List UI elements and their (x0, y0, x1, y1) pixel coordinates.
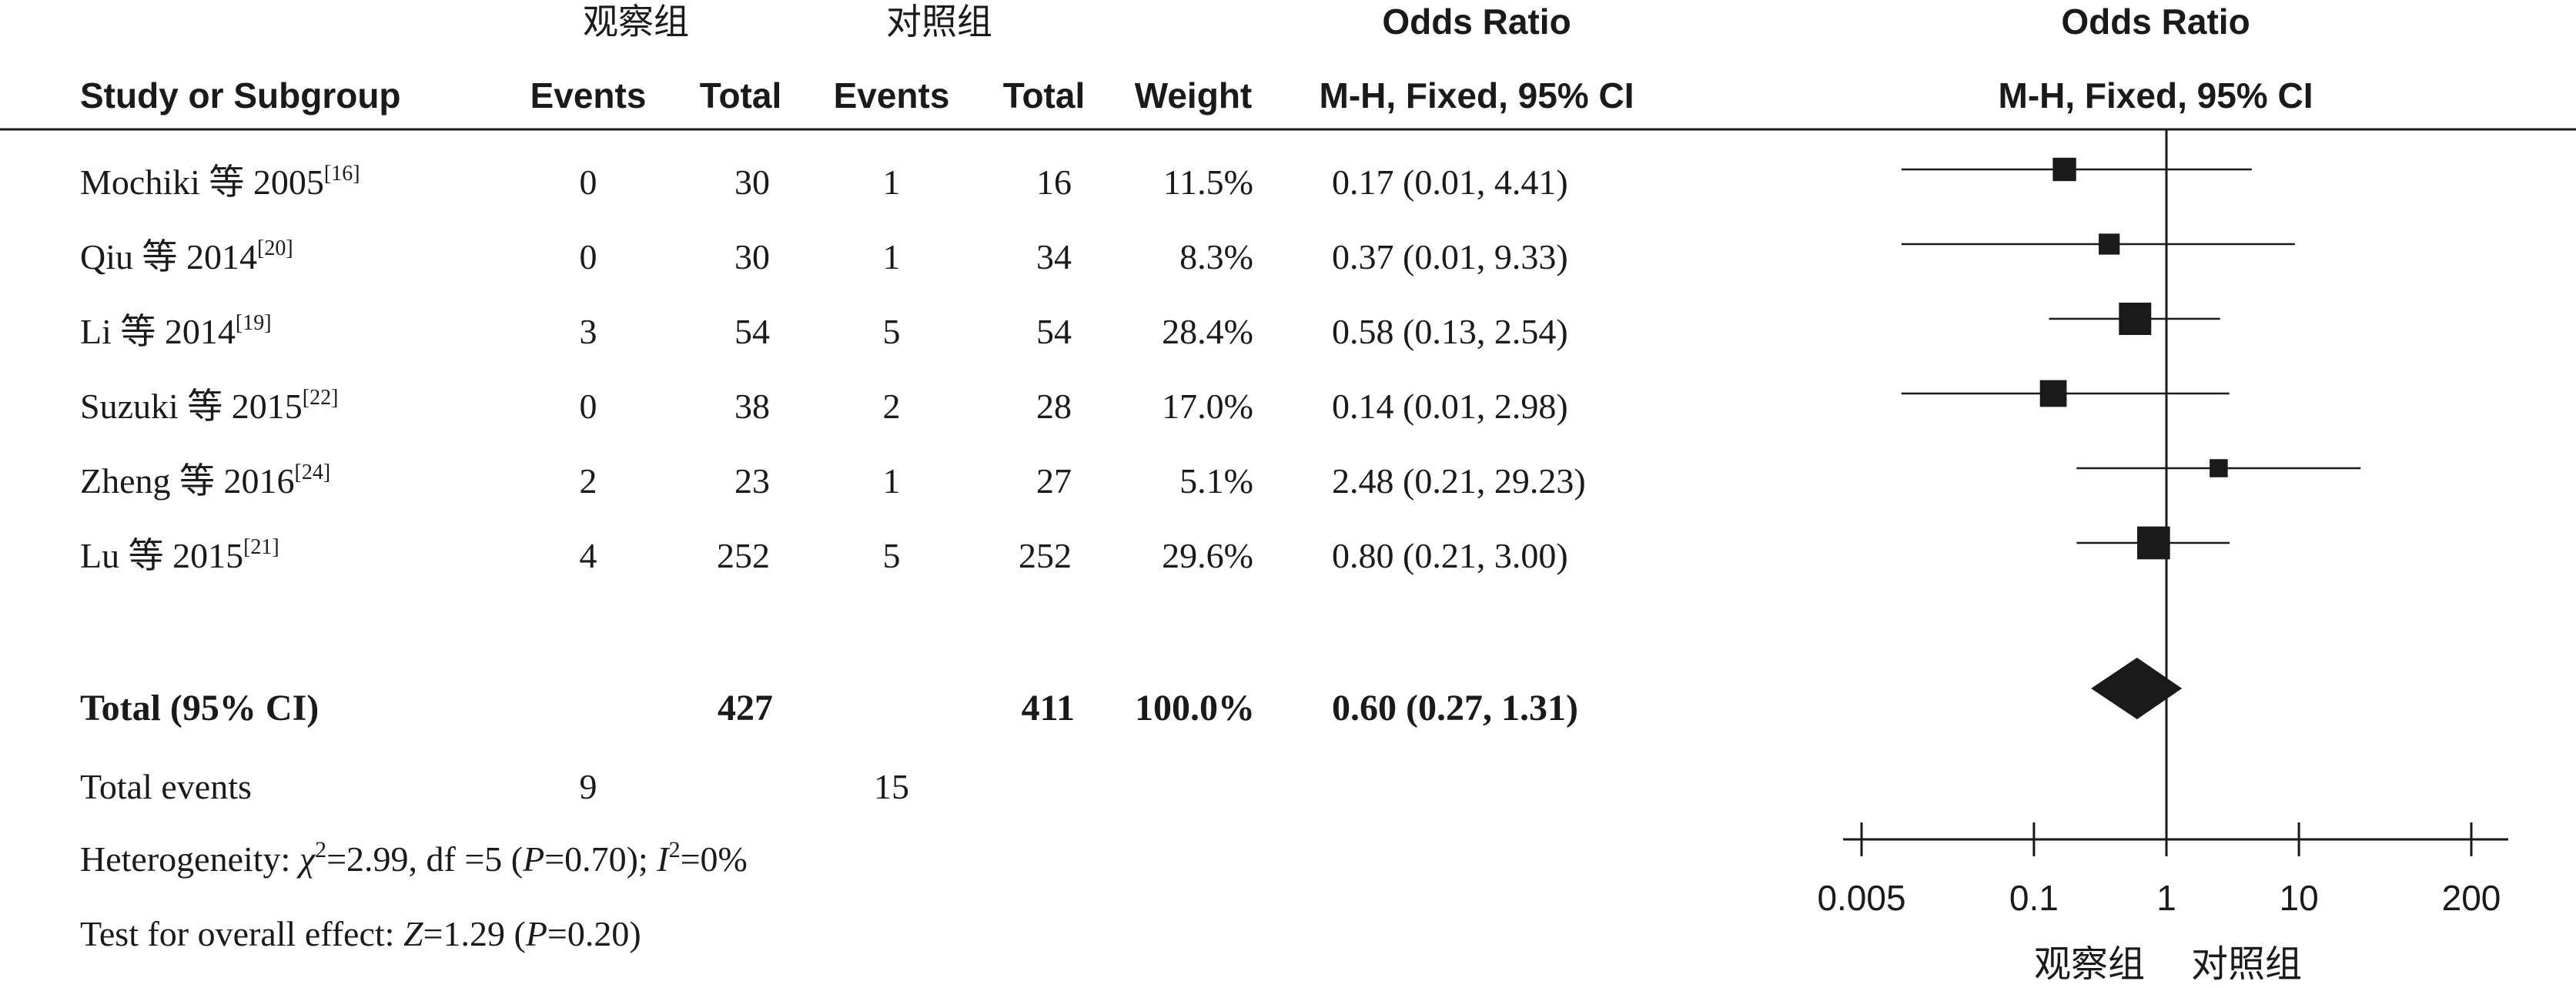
study-name: Li 等 2014[19] (80, 311, 272, 351)
plot-effect-title-header: Odds Ratio (2061, 2, 2250, 42)
study-rows: Mochiki 等 2005[16] 0 30 1 16 11.5% 0.17 (0.01,… (80, 162, 1586, 575)
x-tick-label: 1 (2156, 878, 2176, 918)
total-events-exp: 9 (580, 767, 597, 806)
weight-header: Weight (1135, 75, 1252, 116)
favours-right-label: 对照组 (2191, 944, 2302, 985)
exp-total-cell: 30 (734, 237, 770, 276)
study-name: Lu 等 2015[21] (80, 535, 279, 575)
heterogeneity-text: Heterogeneity: χ2=2.99, df =5 (P=0.70); … (80, 837, 748, 879)
x-tick-label: 0.005 (1817, 878, 1905, 918)
point-estimate-square (2119, 303, 2152, 335)
weight-cell: 5.1% (1179, 461, 1253, 501)
ci-text-cell: 0.17 (0.01, 4.41) (1332, 162, 1568, 202)
exp-events-cell: 3 (580, 312, 597, 351)
exp-events-cell: 0 (580, 237, 597, 276)
point-estimate-square (2210, 459, 2228, 477)
study-column-header: Study or Subgroup (80, 75, 401, 116)
ci-text-cell: 0.14 (0.01, 2.98) (1332, 387, 1568, 426)
exp-total-cell: 23 (734, 461, 770, 501)
point-estimate-square (2052, 157, 2076, 182)
forest-plot-area: 0.005 0.1 1 10 200 (1817, 129, 2508, 918)
study-name: Qiu 等 2014[20] (80, 236, 293, 276)
effect-title-header: Odds Ratio (1382, 2, 1571, 42)
total-weight: 100.0% (1135, 688, 1255, 728)
weight-cell: 8.3% (1179, 237, 1253, 276)
ctrl-events-cell: 1 (883, 237, 901, 276)
ci-text-cell: 0.80 (0.21, 3.00) (1332, 536, 1568, 575)
total-ctrl-total: 411 (1022, 688, 1075, 728)
ci-text-cell: 0.58 (0.13, 2.54) (1332, 312, 1568, 351)
point-estimate-square (2099, 233, 2120, 255)
x-tick-label: 0.1 (2009, 878, 2059, 918)
weight-cell: 17.0% (1162, 387, 1253, 426)
study-name: Suzuki 等 2015[22] (80, 386, 338, 426)
exp-events-cell: 4 (580, 536, 597, 575)
ctrl-events-cell: 1 (883, 461, 901, 501)
exp-total-cell: 38 (734, 387, 770, 426)
x-tick-label: 200 (2442, 878, 2501, 918)
plot-effect-method-header: M-H, Fixed, 95% CI (1999, 75, 2313, 116)
ctrl-events-cell: 1 (883, 162, 901, 202)
exp-total-cell: 30 (734, 162, 770, 202)
exp-total-cell: 252 (717, 536, 770, 575)
total-events-ctrl: 15 (874, 767, 909, 806)
weight-cell: 11.5% (1163, 162, 1253, 202)
exp-events-cell: 0 (580, 387, 597, 426)
exp-total-header: Total (700, 75, 781, 116)
pooled-estimate-diamond (2091, 658, 2183, 719)
experimental-group-header: 观察组 (583, 2, 689, 42)
exp-events-cell: 0 (580, 162, 597, 202)
ci-text-cell: 2.48 (0.21, 29.23) (1332, 461, 1586, 501)
overall-effect-text: Test for overall effect: Z=1.29 (P=0.20) (80, 914, 641, 953)
exp-events-cell: 2 (580, 461, 597, 501)
ctrl-total-cell: 252 (1019, 536, 1072, 575)
ctrl-total-cell: 54 (1036, 312, 1072, 351)
ctrl-total-cell: 16 (1036, 162, 1072, 202)
total-ci-text: 0.60 (0.27, 1.31) (1332, 688, 1578, 728)
ci-text-cell: 0.37 (0.01, 9.33) (1332, 237, 1568, 276)
ctrl-events-cell: 2 (883, 387, 901, 426)
ctrl-total-header: Total (1003, 75, 1085, 116)
point-estimate-square (2039, 380, 2067, 407)
control-group-header: 对照组 (886, 2, 992, 42)
point-estimate-square (2137, 526, 2170, 560)
ctrl-total-cell: 28 (1036, 387, 1072, 426)
ctrl-events-header: Events (834, 75, 950, 116)
study-name: Zheng 等 2016[24] (80, 461, 330, 501)
total-exp-total: 427 (718, 688, 773, 728)
ctrl-events-cell: 5 (883, 312, 901, 351)
study-name: Mochiki 等 2005[16] (80, 162, 360, 202)
weight-cell: 29.6% (1162, 536, 1253, 575)
effect-method-header: M-H, Fixed, 95% CI (1320, 75, 1634, 116)
x-tick-label: 10 (2280, 878, 2319, 918)
weight-cell: 28.4% (1162, 312, 1253, 351)
ctrl-total-cell: 27 (1036, 461, 1072, 501)
exp-total-cell: 54 (734, 312, 770, 351)
exp-events-header: Events (530, 75, 647, 116)
ctrl-events-cell: 5 (883, 536, 901, 575)
total-label: Total (95% CI) (80, 688, 319, 728)
ctrl-total-cell: 34 (1036, 237, 1072, 276)
favours-left-label: 观察组 (2034, 944, 2145, 985)
total-events-label: Total events (80, 767, 252, 806)
